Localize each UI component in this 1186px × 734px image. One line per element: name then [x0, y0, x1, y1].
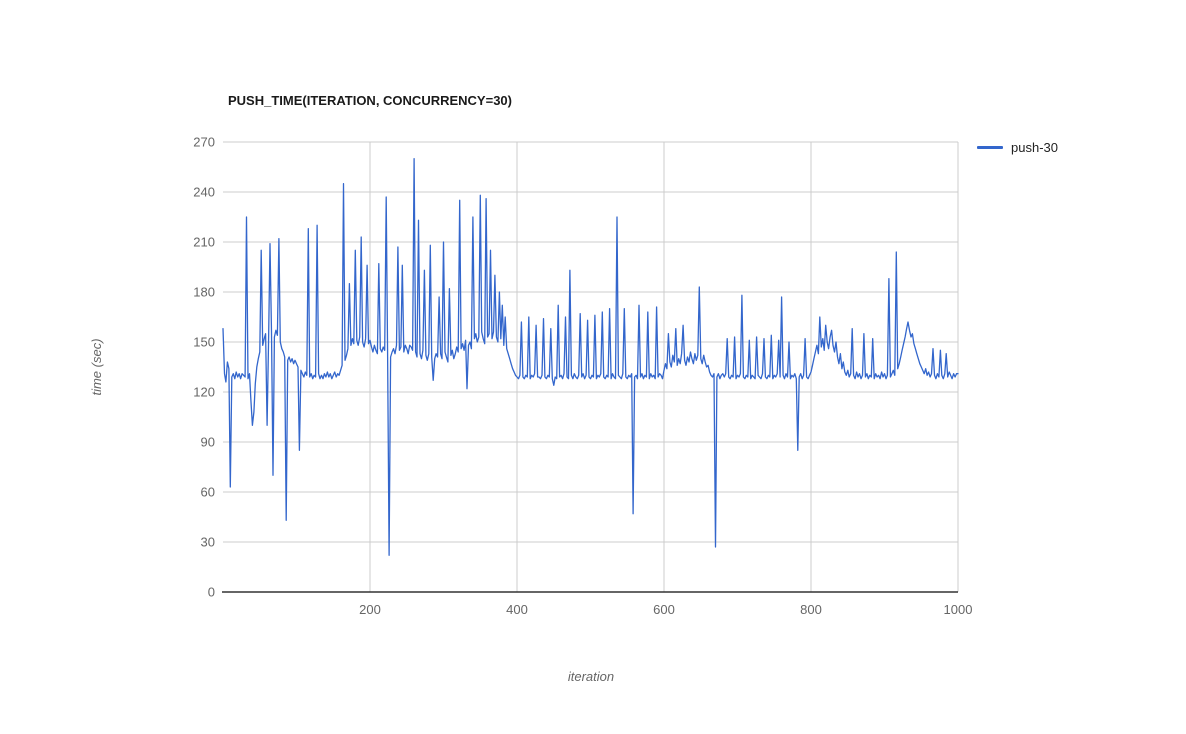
y-tick-label: 0 [208, 585, 215, 600]
x-axis-title: iteration [567, 669, 615, 684]
y-tick-label: 270 [193, 135, 215, 150]
y-tick-label: 120 [193, 385, 215, 400]
x-tick-label: 800 [800, 602, 822, 617]
chart-title: PUSH_TIME(ITERATION, CONCURRENCY=30) [228, 93, 512, 108]
y-tick-label: 240 [193, 185, 215, 200]
y-tick-label: 210 [193, 235, 215, 250]
y-tick-label: 30 [201, 535, 215, 550]
y-tick-label: 150 [193, 335, 215, 350]
series-line [222, 158, 959, 556]
y-tick-label: 60 [201, 485, 215, 500]
y-tick-label: 90 [201, 435, 215, 450]
x-tick-label: 400 [506, 602, 528, 617]
x-tick-label: 200 [359, 602, 381, 617]
legend-label: push-30 [1011, 140, 1058, 155]
y-tick-label: 180 [193, 285, 215, 300]
x-tick-label: 600 [653, 602, 675, 617]
legend-line-swatch [977, 146, 1003, 149]
x-tick-label: 1000 [944, 602, 973, 617]
legend: push-30 [977, 140, 1058, 155]
